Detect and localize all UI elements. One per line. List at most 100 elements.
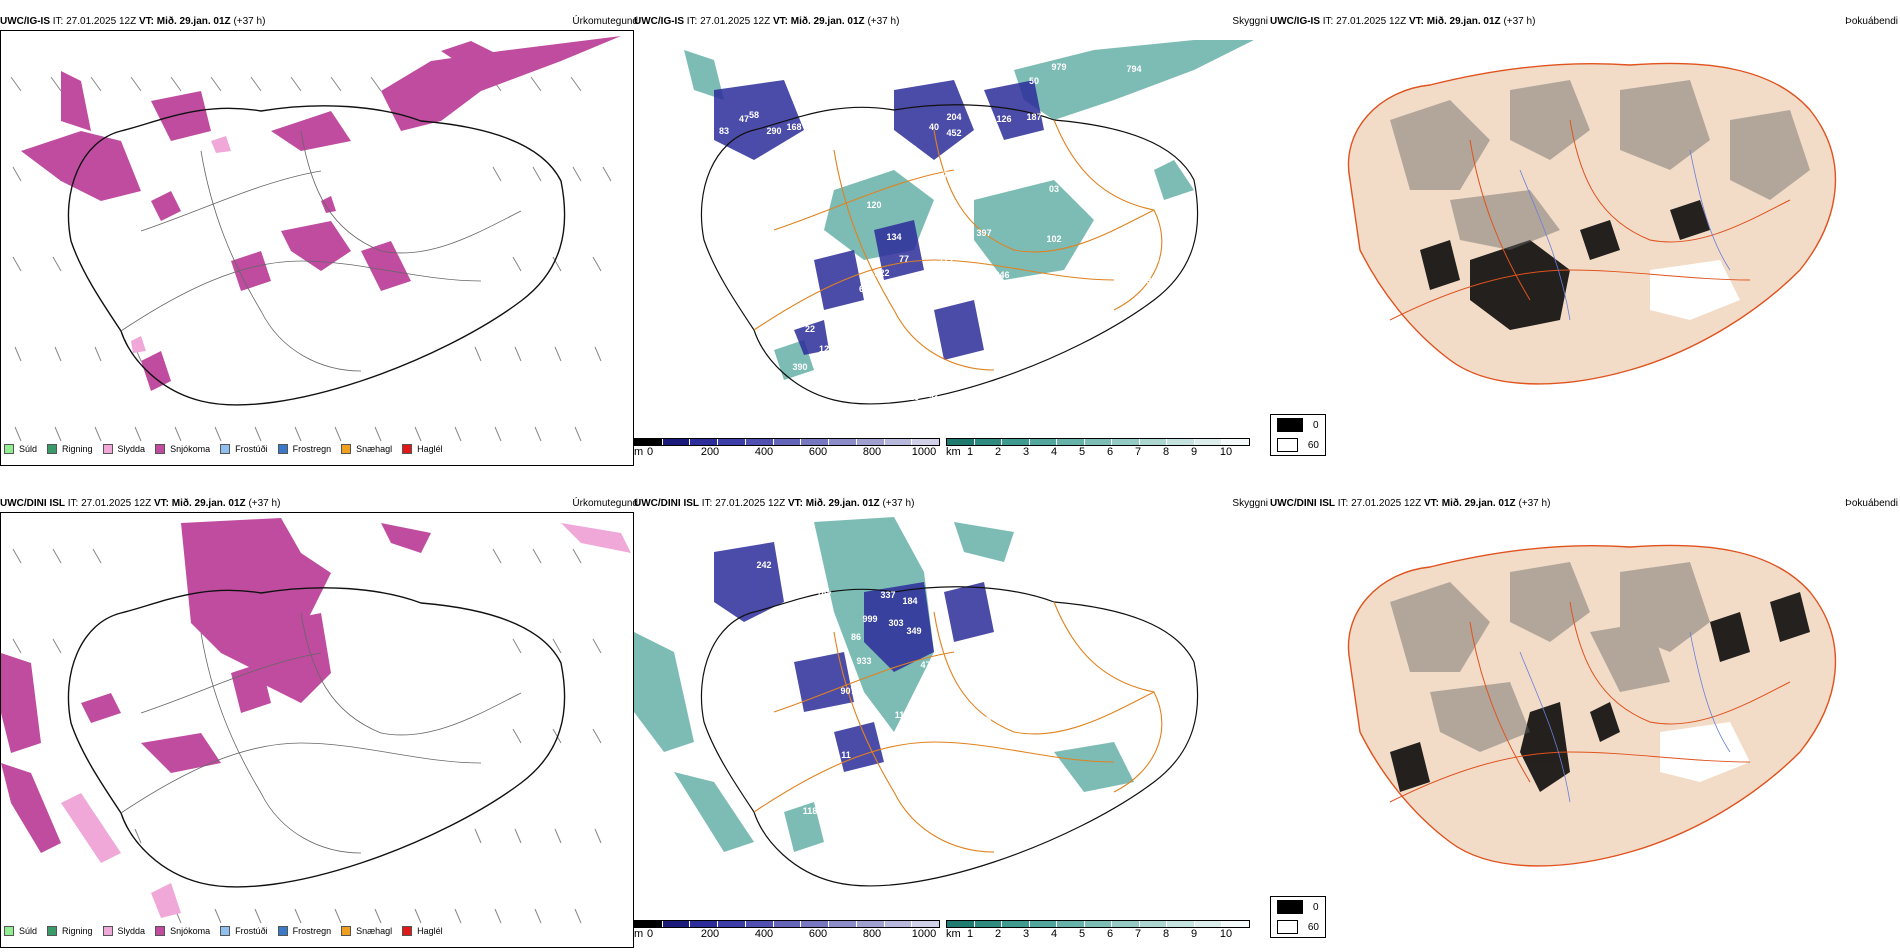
visibility-colorbar-row bbox=[946, 920, 1250, 928]
cbar-swatch bbox=[884, 439, 913, 445]
cbar-tick: 7 bbox=[1134, 446, 1142, 458]
legend-item: Snjókoma bbox=[155, 926, 210, 936]
product-title: Skyggni bbox=[1232, 498, 1268, 509]
cloud-base-colorbar-row bbox=[634, 920, 940, 928]
panel-header: UWC/DINI ISL IT: 27.01.2025 12Z VT: Mið.… bbox=[634, 496, 1270, 512]
visibility-colorbar-row bbox=[946, 438, 1250, 446]
swatch-freezing-rain bbox=[277, 926, 288, 936]
rivers bbox=[1519, 631, 1731, 803]
legend-item: Rigning bbox=[47, 444, 93, 454]
fog-map bbox=[1270, 30, 1900, 440]
product-title: Þokuábendi bbox=[1845, 498, 1898, 509]
cbar-swatch bbox=[1139, 439, 1168, 445]
lead-label: (+37 h) bbox=[1518, 498, 1551, 509]
snow-areas bbox=[21, 36, 621, 391]
cloud-base-label: 397 bbox=[976, 228, 991, 238]
cbar-tick: 200 bbox=[700, 928, 720, 940]
fog-map-svg bbox=[1347, 544, 1837, 867]
cbar-swatch bbox=[690, 439, 719, 445]
cbar-swatch bbox=[1112, 439, 1140, 445]
cbar-swatch bbox=[773, 921, 802, 927]
cloud-base-label: 122 bbox=[874, 268, 889, 278]
cbar-swatch bbox=[635, 439, 663, 445]
cloud-base-label: 96 bbox=[1149, 254, 1159, 264]
cloud-base-colorbar: m 0 200 400 600 800 1000 bbox=[634, 920, 940, 942]
cloud-base-label: 346 bbox=[994, 270, 1009, 280]
cbar-tick: 1 bbox=[966, 928, 974, 940]
cbar-tick: 3 bbox=[1022, 446, 1030, 458]
cbar-tick: 1000 bbox=[911, 928, 937, 940]
cloud-base-label: 933 bbox=[901, 144, 916, 154]
cloud-base-label: 119 bbox=[895, 710, 910, 720]
cloud-base-label: 474 bbox=[920, 660, 935, 670]
swatch-freezing-rain bbox=[277, 444, 288, 454]
swatch-drizzle bbox=[4, 926, 14, 936]
cbar-swatch bbox=[1002, 921, 1030, 927]
cloud-base-label: 102 bbox=[1046, 234, 1061, 244]
legend-label: Snæhagl bbox=[356, 926, 393, 936]
cbar-tick: 5 bbox=[1078, 928, 1086, 940]
cbar-swatch bbox=[690, 921, 719, 927]
cbar-tick: 600 bbox=[808, 928, 828, 940]
cloud-base-label: 112 bbox=[939, 256, 954, 266]
it-label: IT: 27.01.2025 12Z bbox=[52, 16, 137, 27]
visibility-map-svg: 979 794 50 187 204 452 40 126 596 40 20 … bbox=[684, 40, 1254, 405]
cbar-tick: 800 bbox=[862, 928, 882, 940]
legend-label: Frostúði bbox=[235, 444, 268, 454]
cloud-base-label: 77 bbox=[899, 254, 909, 264]
precip-map bbox=[0, 512, 634, 948]
fog-map bbox=[1270, 512, 1900, 922]
vt-label: VT: Mið. 29.jan. 01Z bbox=[787, 498, 880, 509]
cloud-base-label: 20 bbox=[1049, 152, 1059, 162]
product-title: Þokuábendi bbox=[1845, 16, 1898, 27]
cbar-tick: 7 bbox=[1134, 928, 1142, 940]
model-name: UWC/DINI ISL bbox=[634, 498, 699, 509]
cloud-base-labels: 242 197 337 184 999 303 349 16 86 933 47… bbox=[720, 560, 991, 816]
visibility-colorbar-labels: km 1 2 3 4 5 6 7 8 9 10 bbox=[946, 446, 1250, 460]
legend-label: Rigning bbox=[62, 444, 93, 454]
cloud-base-colorbar-labels: m 0 200 400 600 800 1000 bbox=[634, 928, 940, 942]
cloud-base-label: 126 bbox=[996, 114, 1011, 124]
cloud-base-label: 187 bbox=[1026, 112, 1041, 122]
cbar-tick: 600 bbox=[808, 446, 828, 458]
legend-label: Slydda bbox=[117, 926, 146, 936]
legend-item: Rigning bbox=[47, 926, 93, 936]
legend-label: Súld bbox=[19, 926, 38, 936]
visibility-colorbar: km 1 2 3 4 5 6 7 8 9 10 bbox=[946, 920, 1250, 942]
cbar-swatch bbox=[662, 921, 691, 927]
cbar-tick: 2 bbox=[994, 928, 1002, 940]
cbar-swatch bbox=[947, 921, 975, 927]
cbar-swatch bbox=[829, 921, 857, 927]
cloud-base-label: 794 bbox=[1126, 64, 1141, 74]
model-name: UWC/IG-IS bbox=[0, 16, 50, 27]
cloud-base-label: 979 bbox=[1051, 62, 1066, 72]
cbar-tick: 8 bbox=[1162, 928, 1170, 940]
cloud-base-label: 237 bbox=[756, 206, 771, 216]
cloud-base-label: 204 bbox=[946, 112, 961, 122]
visibility-panel-bottom: UWC/DINI ISL IT: 27.01.2025 12Z VT: Mið.… bbox=[634, 496, 1270, 948]
cloud-base-label: 596 bbox=[1086, 144, 1101, 154]
cloud-base-label: 86 bbox=[851, 632, 861, 642]
cloud-base-label: 22 bbox=[805, 324, 815, 334]
cloud-base-label: 349 bbox=[906, 626, 921, 636]
cloud-base-label: 118 bbox=[803, 806, 818, 816]
legend-item: Frostregn bbox=[277, 444, 331, 454]
legend-item: Snæhagl bbox=[341, 444, 392, 454]
legend-label: Frostúði bbox=[235, 926, 268, 936]
lead-label: (+37 h) bbox=[248, 498, 281, 509]
swatch-hail bbox=[402, 444, 413, 454]
cbar-swatch bbox=[1084, 921, 1113, 927]
cbar-swatch bbox=[1029, 439, 1058, 445]
cloud-base-label: 16 bbox=[929, 600, 939, 610]
fog-legend: 0 60 bbox=[1270, 414, 1326, 456]
it-label: IT: 27.01.2025 12Z bbox=[67, 498, 152, 509]
legend-item: Haglél bbox=[402, 926, 443, 936]
visibility-map: 979 794 50 187 204 452 40 126 596 40 20 … bbox=[634, 30, 1270, 440]
cbar-swatch bbox=[1029, 921, 1058, 927]
cloud-base-label: 21 bbox=[929, 394, 939, 404]
low-cloud-areas bbox=[714, 542, 994, 772]
cbar-swatch bbox=[912, 921, 940, 927]
cbar-swatch bbox=[829, 439, 857, 445]
panel-header: UWC/IG-IS IT: 27.01.2025 12Z VT: Mið. 29… bbox=[634, 14, 1270, 30]
visibility-map-svg: 242 197 337 184 999 303 349 16 86 933 47… bbox=[634, 517, 1199, 887]
